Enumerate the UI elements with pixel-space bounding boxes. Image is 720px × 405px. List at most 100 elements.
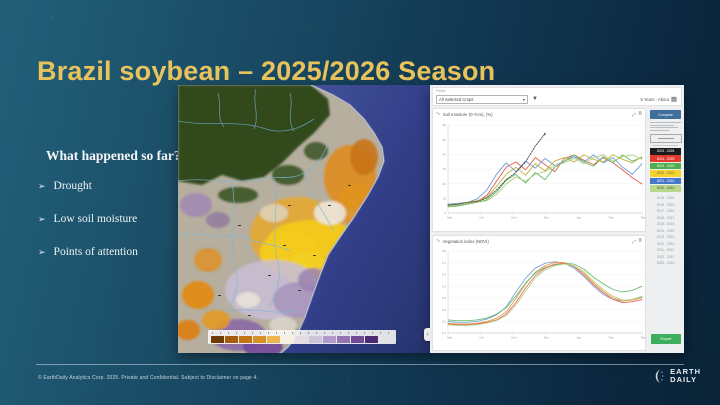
crop-selector-value: All Selected Crops (439, 96, 474, 102)
intro-heading: What happened so far? (46, 148, 181, 163)
svg-text:0.4: 0.4 (442, 296, 447, 300)
svg-text:10: 10 (443, 197, 447, 201)
svg-text:Dec: Dec (544, 216, 550, 220)
logo-line2: DAILY (670, 375, 697, 384)
legend-swatch (267, 335, 280, 343)
legend-swatch (337, 335, 350, 343)
bullet-item: ➢ Points of attention (38, 246, 138, 258)
export-button[interactable]: Export (651, 334, 681, 344)
legend-swatch (295, 335, 308, 343)
expand-icon[interactable]: ⤢ (632, 111, 636, 117)
svg-text:Jan: Jan (576, 216, 581, 220)
compare-button[interactable]: Compare (650, 110, 681, 119)
expand-icon[interactable]: ⤢ (632, 238, 636, 244)
chart1-title: Soil moisture (0-7cm), (%) (442, 111, 493, 117)
svg-text:0.8: 0.8 (442, 249, 447, 253)
svg-text:Oct: Oct (479, 216, 484, 220)
season-legend-item[interactable]: 2024 - 2025 (650, 155, 681, 162)
sidebar-divider (652, 144, 678, 146)
svg-text:Mar: Mar (641, 336, 646, 340)
footer-divider (36, 364, 684, 365)
season-year-item[interactable]: 2012 - 2013 (656, 241, 675, 246)
svg-text:Feb: Feb (609, 216, 615, 220)
svg-text:50: 50 (443, 138, 447, 142)
season-year-item[interactable]: 2019 - 2020 (656, 196, 675, 201)
state-borders (178, 142, 335, 313)
svg-text:Sep: Sep (447, 336, 453, 340)
panel-toolbar: Fields All Selected Crops ▾ ▼ 5 Years - … (432, 87, 682, 106)
footer-copyright: © EarthDaily Analytics Corp. 2025. Priva… (38, 375, 258, 381)
season-legend-item[interactable]: 2021 - 2022 (650, 177, 681, 185)
season-year-item[interactable]: 2013 - 2014 (656, 235, 675, 240)
fields-label: Fields (436, 89, 446, 93)
logo-line1: EARTH (670, 367, 701, 377)
season-legend-item[interactable]: 2023 - 2024 (650, 162, 681, 170)
svg-text:40: 40 (443, 153, 447, 157)
filter-icon[interactable]: ▼ (532, 96, 538, 102)
collapse-panel-icon[interactable]: ‹ (424, 328, 431, 341)
map-image (178, 85, 430, 353)
svg-text:Feb: Feb (609, 336, 615, 340)
svg-text:0.2: 0.2 (442, 319, 447, 323)
chart2-title: Vegetation index (NDVI) (442, 238, 489, 244)
legend-swatch (253, 335, 266, 343)
crop-selector[interactable]: All Selected Crops ▾ (436, 94, 528, 104)
svg-text:Nov: Nov (511, 216, 517, 220)
season-legend-item[interactable]: 2022 - 2023 (650, 170, 681, 177)
svg-text:0.5: 0.5 (442, 284, 447, 288)
svg-text:Mar: Mar (641, 216, 646, 220)
period-selector-value: 5 Years - About (640, 96, 669, 102)
svg-text:0.3: 0.3 (442, 308, 447, 312)
period-selector[interactable]: 5 Years - About ▦ (640, 95, 677, 104)
svg-text:60: 60 (443, 123, 447, 127)
svg-text:Dec: Dec (544, 336, 550, 340)
chart1-header: ∿ Soil moisture (0-7cm), (%) ⤢ ≣ (433, 109, 645, 119)
svg-text:0.6: 0.6 (442, 273, 447, 277)
map-color-legend (208, 330, 396, 344)
svg-text:Nov: Nov (511, 336, 517, 340)
season-legend: 2025 - 2026 2024 - 2025 2023 - 2024 2022 - … (650, 148, 681, 192)
brazil-drought-map (178, 85, 430, 353)
season-year-item[interactable]: 2009 - 2010 (656, 261, 675, 266)
sidebar-mini-selector[interactable] (650, 134, 682, 143)
season-year-item[interactable]: 2015 - 2016 (656, 222, 675, 227)
amazon-rivers (178, 88, 315, 132)
season-year-item[interactable]: 2018 - 2019 (656, 202, 675, 207)
chart-line-icon: ∿ (436, 238, 441, 244)
season-legend-item[interactable]: 2020 - 2021 (650, 184, 681, 192)
analytics-app-panel: Fields All Selected Crops ▾ ▼ 5 Years - … (424, 85, 684, 353)
season-year-item[interactable]: 2010 - 2011 (656, 254, 675, 259)
legend-swatch (211, 335, 224, 343)
earthdaily-globe-icon (655, 369, 664, 383)
intro-bullets: ➢ Drought ➢ Low soil moisture ➢ Points of att… (38, 180, 138, 279)
menu-icon[interactable]: ≣ (638, 111, 642, 116)
season-year-item[interactable]: 2017 - 2018 (656, 209, 675, 214)
season-year-item[interactable]: 2011 - 2012 (656, 248, 675, 253)
svg-text:0: 0 (444, 211, 446, 215)
ndvi-chart-card: ∿ Vegetation index (NDVI) ⤢ ≣ 0.8 0.7 0.6 0… (432, 235, 646, 351)
legend-swatch (225, 335, 238, 343)
legend-swatch (351, 335, 364, 343)
map-place-labels (218, 185, 351, 316)
season-legend-item[interactable]: 2025 - 2026 (650, 148, 681, 155)
map-legend-tick-labels (212, 331, 390, 334)
legend-swatch (323, 335, 336, 343)
chart-line-icon: ∿ (436, 111, 441, 117)
season-year-item[interactable]: 2016 - 2017 (656, 215, 675, 220)
svg-text:Oct: Oct (479, 336, 484, 340)
legend-swatch (239, 335, 252, 343)
sidebar-note-lines (650, 122, 681, 133)
svg-text:30: 30 (443, 167, 447, 171)
calendar-icon: ▦ (670, 95, 677, 103)
menu-icon[interactable]: ≣ (638, 238, 642, 243)
season-year-item[interactable]: 2014 - 2015 (656, 228, 675, 233)
svg-text:Jan: Jan (576, 336, 581, 340)
svg-text:Sep: Sep (447, 216, 453, 220)
svg-text:20: 20 (443, 182, 447, 186)
slide-title: Brazil soybean – 2025/2026 Season (37, 56, 496, 87)
svg-text:0.1: 0.1 (442, 331, 447, 335)
legend-swatch (365, 335, 378, 343)
